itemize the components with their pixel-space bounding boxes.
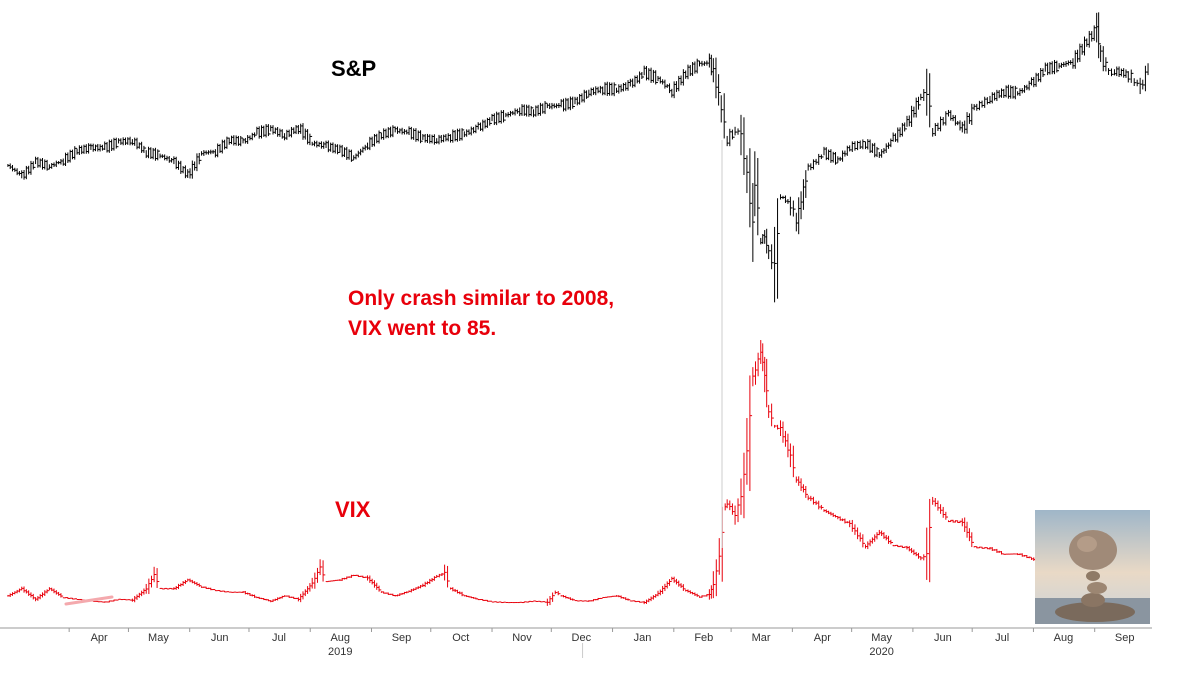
x-tick-label: May — [871, 632, 892, 644]
annotation-line-1: Only crash similar to 2008, — [348, 287, 614, 310]
x-tick-label: Jun — [934, 632, 952, 644]
annotation-line-2: VIX went to 85. — [348, 317, 496, 340]
sp-ohlc-series — [7, 12, 1149, 303]
vix-series-label: VIX — [335, 497, 371, 522]
x-tick-label: May — [148, 632, 169, 644]
sp-series-label: S&P — [331, 56, 376, 81]
x-tick-label: Aug — [330, 632, 350, 644]
x-axis-ticks: Apr May Jun Jul Aug Sep Oct Nov Dec Jan Feb Mar Apr M… — [68, 628, 1135, 658]
x-tick-label: Sep — [392, 632, 412, 644]
x-tick-label: Jul — [272, 632, 286, 644]
x-tick-label: Nov — [512, 632, 532, 644]
x-year-label: 2020 — [869, 646, 893, 658]
x-tick-label: Apr — [814, 632, 831, 644]
x-tick-label: Aug — [1054, 632, 1074, 644]
x-tick-label: Jul — [995, 632, 1009, 644]
x-tick-label: Sep — [1115, 632, 1135, 644]
x-tick-label: Mar — [752, 632, 771, 644]
vix-highlight-mark — [64, 595, 114, 606]
balanced-rocks-photo-icon — [1035, 510, 1150, 624]
vix-ohlc-series — [7, 340, 1149, 606]
x-tick-label: Jan — [634, 632, 652, 644]
x-tick-label: Feb — [694, 632, 713, 644]
x-tick-label: Apr — [91, 632, 108, 644]
x-tick-label: Oct — [452, 632, 469, 644]
x-year-label: 2019 — [328, 646, 352, 658]
x-tick-label: Dec — [572, 632, 592, 644]
x-tick-label: Jun — [211, 632, 229, 644]
